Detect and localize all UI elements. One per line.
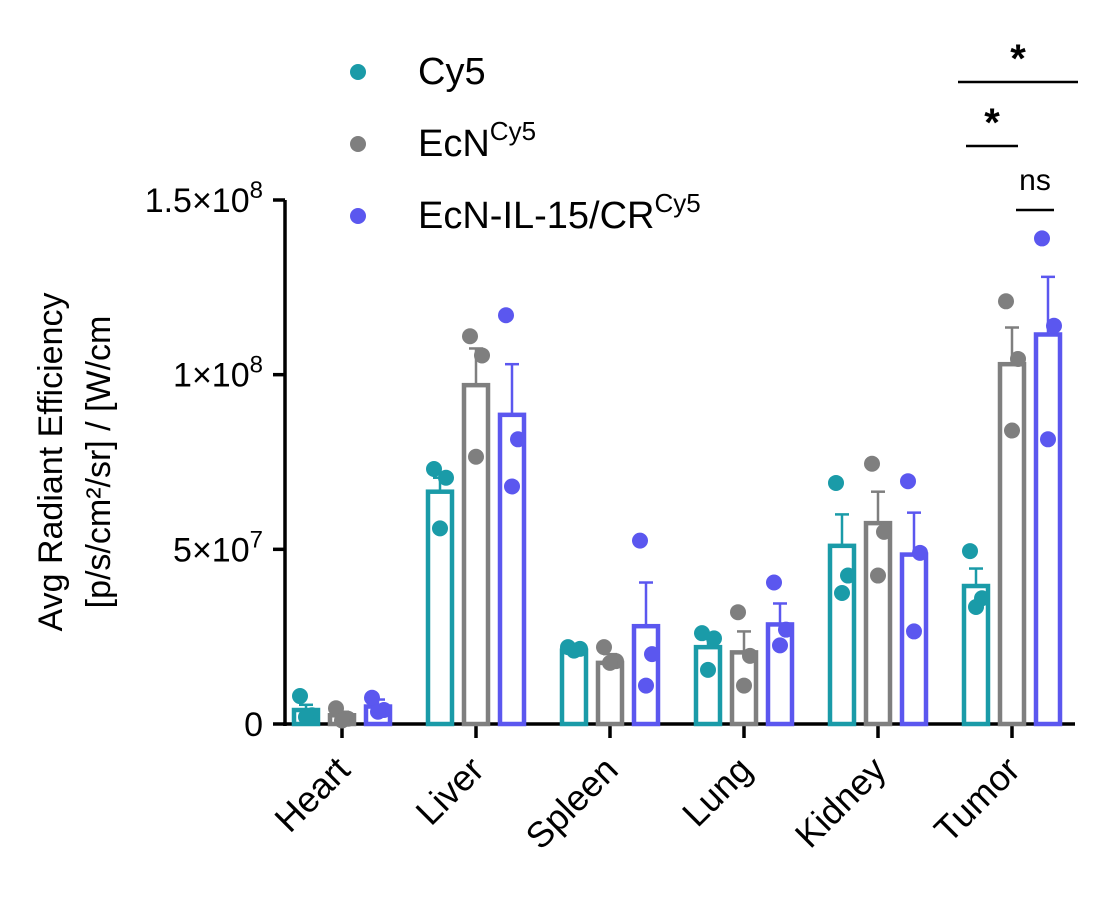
x-tick-label: Heart [266,749,357,840]
data-point [1004,422,1020,439]
data-point [438,469,454,486]
bar [461,382,491,727]
data-point [834,585,850,601]
data-point [566,642,582,659]
data-point [468,448,484,465]
x-tick-label: Kidney [787,749,894,856]
significance-label: ns [1019,164,1051,197]
y-tick-label: 5×107 [173,526,263,569]
legend-marker [350,208,366,224]
data-point [462,328,478,345]
data-points [292,230,1062,729]
data-point [510,431,526,448]
bar-group [291,275,1063,727]
data-point [1034,230,1050,247]
data-point [742,647,758,664]
data-point [364,689,380,706]
y-tick-label: 0 [244,706,263,744]
data-point [694,625,710,642]
x-tick-label: Tumor [926,749,1028,851]
data-point [706,630,722,647]
x-tick-label: Spleen [517,749,625,857]
data-point [328,700,344,717]
legend-label: Cy5 [418,51,486,93]
data-point [638,677,654,694]
data-point [1010,350,1026,367]
data-point [504,478,520,495]
data-point [912,544,928,561]
bar [631,623,661,727]
bar [1033,332,1063,727]
bar [997,361,1027,727]
bar [595,660,625,727]
data-point [632,532,648,549]
significance-annotations: ** ns [958,37,1078,212]
y-axis-label: Avg Radiant Efficiency [p/s/cm²/sr] / [W… [32,293,118,632]
legend-marker [350,136,366,152]
data-point [906,623,922,640]
data-point [772,637,788,654]
data-point [1046,317,1062,334]
significance-label: * [1010,37,1026,81]
legend-marker [350,64,366,80]
data-point [778,621,794,638]
y-axis: 0 5×107 1×108 1.5×108 [145,177,287,744]
significance-label: * [984,101,1000,145]
data-point [998,293,1014,310]
y-axis-label-line1: Avg Radiant Efficiency [32,293,70,632]
data-point [828,474,844,491]
data-point [736,677,752,694]
data-point [968,598,984,615]
data-point [602,654,618,671]
legend-label: EcNCy5 [418,116,536,165]
data-point [370,703,386,720]
data-point [432,520,448,537]
data-point [864,455,880,472]
data-point [644,646,660,663]
data-point [700,661,716,678]
data-point [498,307,514,324]
data-point [876,523,892,540]
x-axis: Heart Liver Spleen Lung Kidney Tumor [266,722,1075,857]
data-point [1040,431,1056,448]
bar [497,412,527,727]
y-axis-label-line2: [p/s/cm²/sr] / [W/cm [80,316,118,609]
bar [693,644,723,727]
x-tick-label: Lung [674,749,760,835]
legend-label: EcN-IL-15/CRCy5 [418,188,701,237]
data-point [292,688,308,705]
bar [863,520,893,727]
data-point [334,712,350,729]
bar [559,648,589,727]
data-point [900,473,916,490]
y-tick-label: 1.5×108 [145,177,263,220]
data-point [840,567,856,584]
data-point [474,347,490,364]
legend: Cy5 EcNCy5 EcN-IL-15/CRCy5 [350,51,701,237]
data-point [730,604,746,621]
data-point [870,567,886,584]
data-point [426,460,442,477]
data-point [596,639,612,656]
y-tick-label: 1×108 [173,352,263,395]
data-point [766,574,782,591]
data-point [962,543,978,560]
data-point [298,709,314,726]
x-tick-label: Liver [407,749,491,833]
